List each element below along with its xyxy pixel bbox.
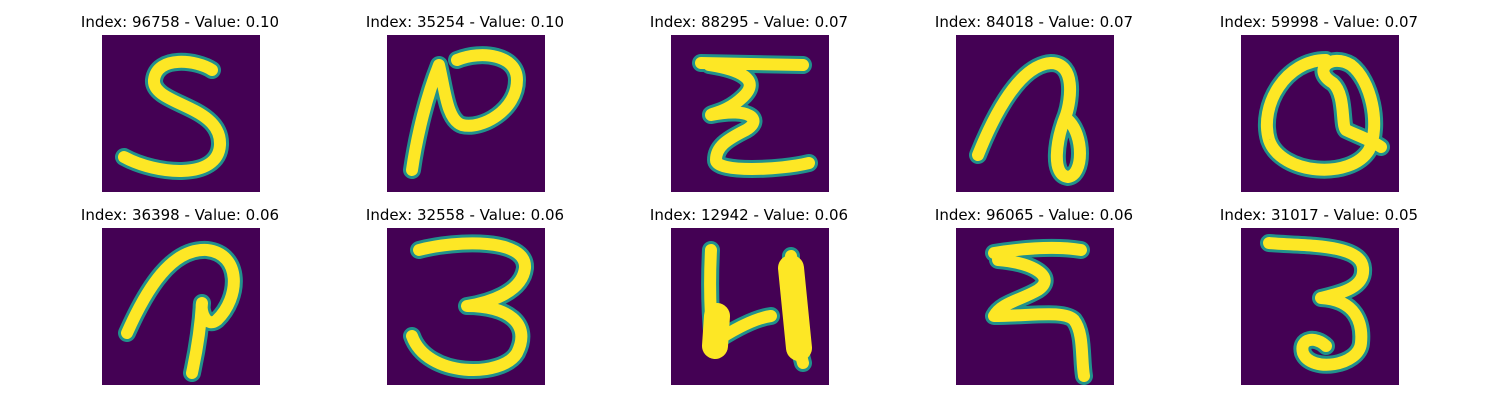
glyph-3-icon xyxy=(403,234,534,379)
handwritten-glyph-image xyxy=(102,228,260,385)
handwritten-glyph-image xyxy=(387,35,545,192)
panel-96758: Index: 96758 - Value: 0.10 xyxy=(81,13,279,203)
handwritten-glyph-image xyxy=(102,35,260,192)
panel-title: Index: 88295 - Value: 0.07 xyxy=(649,13,849,31)
handwritten-glyph-image xyxy=(671,35,829,192)
glyph-n-icon xyxy=(403,46,526,179)
panel-title: Index: 96065 - Value: 0.06 xyxy=(934,206,1134,224)
panel-title: Index: 35254 - Value: 0.10 xyxy=(365,13,565,31)
panel-title: Index: 96758 - Value: 0.10 xyxy=(80,13,280,31)
panel-title: Index: 31017 - Value: 0.05 xyxy=(1219,206,1419,224)
glyph-p-icon xyxy=(118,241,243,382)
glyph-loop-icon xyxy=(969,54,1089,186)
glyph-4-icon xyxy=(701,241,812,372)
glyph-hook-icon xyxy=(985,238,1093,385)
handwritten-glyph-image xyxy=(387,228,545,385)
handwritten-glyph-image xyxy=(1241,35,1399,192)
panel-title: Index: 36398 - Value: 0.06 xyxy=(80,206,280,224)
panel-84018: Index: 84018 - Value: 0.07 xyxy=(935,13,1133,203)
panel-31017: Index: 31017 - Value: 0.05 xyxy=(1220,206,1418,396)
panel-title: Index: 59998 - Value: 0.07 xyxy=(1219,13,1419,31)
panel-title: Index: 12942 - Value: 0.06 xyxy=(649,206,849,224)
panel-96065: Index: 96065 - Value: 0.06 xyxy=(935,206,1133,396)
glyph-circle-icon xyxy=(1257,51,1390,179)
handwritten-glyph-image xyxy=(1241,228,1399,385)
panel-32558: Index: 32558 - Value: 0.06 xyxy=(366,206,564,396)
panel-12942: Index: 12942 - Value: 0.06 xyxy=(650,206,848,396)
handwritten-glyph-image xyxy=(956,35,1114,192)
panel-88295: Index: 88295 - Value: 0.07 xyxy=(650,13,848,203)
glyph-s-icon xyxy=(115,52,229,180)
panel-59998: Index: 59998 - Value: 0.07 xyxy=(1220,13,1418,203)
glyph-e-icon xyxy=(692,54,818,178)
panel-36398: Index: 36398 - Value: 0.06 xyxy=(81,206,279,396)
glyph-3-icon xyxy=(1260,234,1372,374)
handwritten-glyph-image xyxy=(956,228,1114,385)
panel-35254: Index: 35254 - Value: 0.10 xyxy=(366,13,564,203)
handwritten-glyph-image xyxy=(671,228,829,385)
panel-title: Index: 84018 - Value: 0.07 xyxy=(934,13,1134,31)
panel-title: Index: 32558 - Value: 0.06 xyxy=(365,206,565,224)
